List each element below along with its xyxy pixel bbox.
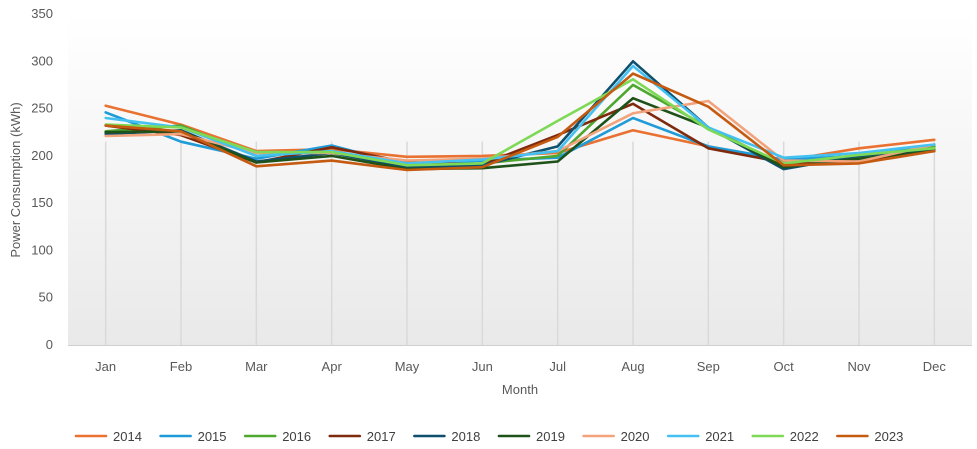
legend-label-2017: 2017 <box>367 429 396 444</box>
x-tick-label: May <box>395 359 420 374</box>
legend-label-2019: 2019 <box>536 429 565 444</box>
legend-label-2016: 2016 <box>282 429 311 444</box>
x-tick-label: Jul <box>549 359 566 374</box>
legend-label-2018: 2018 <box>451 429 480 444</box>
legend-label-2020: 2020 <box>621 429 650 444</box>
y-tick-label: 50 <box>39 290 53 305</box>
y-tick-label: 150 <box>31 195 53 210</box>
x-tick-label: Oct <box>774 359 795 374</box>
y-tick-label: 250 <box>31 101 53 116</box>
legend: 2014 2015 2016 2017 2018 2019 2020 2021 2022 2023 <box>74 429 903 444</box>
legend-label-2015: 2015 <box>198 429 227 444</box>
y-axis-title: Power Consumption (kWh) <box>8 102 23 257</box>
y-tick-label: 200 <box>31 148 53 163</box>
y-tick-label: 300 <box>31 53 53 68</box>
legend-label-2022: 2022 <box>790 429 819 444</box>
y-tick-label: 0 <box>46 337 53 352</box>
x-tick-label: Aug <box>621 359 644 374</box>
legend-label-2023: 2023 <box>874 429 903 444</box>
x-axis-title: Month <box>502 382 538 397</box>
x-tick-label: Dec <box>923 359 947 374</box>
series-line-2023 <box>104 72 936 172</box>
y-tick-label: 350 <box>31 6 53 21</box>
x-tick-label: Sep <box>697 359 720 374</box>
series-line-2021 <box>104 64 936 165</box>
plot-area <box>68 14 972 346</box>
x-tick-label: Feb <box>170 359 192 374</box>
x-tick-label: Apr <box>322 359 343 374</box>
x-tick-label: Jun <box>472 359 493 374</box>
x-tick-label: Jan <box>95 359 116 374</box>
y-tick-label: 100 <box>31 242 53 257</box>
series-line-2022 <box>104 78 936 167</box>
x-tick-label: Nov <box>847 359 871 374</box>
legend-label-2014: 2014 <box>113 429 142 444</box>
legend-label-2021: 2021 <box>705 429 734 444</box>
x-tick-label: Mar <box>245 359 268 374</box>
